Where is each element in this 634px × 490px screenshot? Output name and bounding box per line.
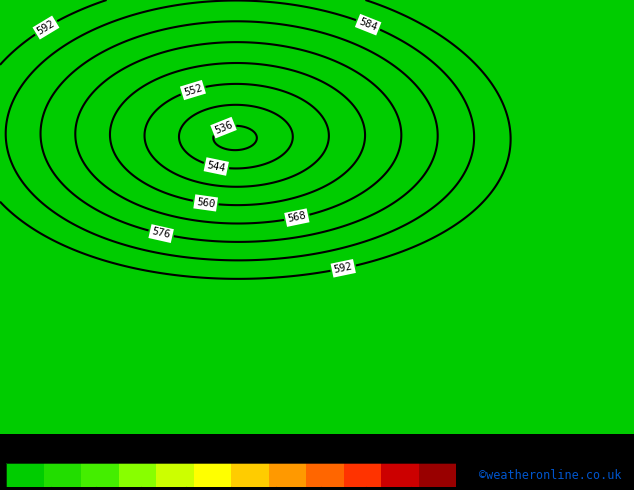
- FancyBboxPatch shape: [44, 463, 81, 487]
- FancyBboxPatch shape: [6, 463, 44, 487]
- FancyBboxPatch shape: [306, 463, 344, 487]
- Text: 552: 552: [183, 82, 204, 98]
- FancyBboxPatch shape: [0, 0, 634, 434]
- Text: 544: 544: [206, 160, 226, 173]
- FancyBboxPatch shape: [382, 463, 419, 487]
- Text: 576: 576: [151, 227, 171, 241]
- FancyBboxPatch shape: [119, 463, 157, 487]
- Text: 592: 592: [333, 262, 353, 275]
- FancyBboxPatch shape: [157, 463, 194, 487]
- Text: 568: 568: [287, 211, 307, 224]
- Text: 560: 560: [196, 196, 216, 209]
- FancyBboxPatch shape: [231, 463, 269, 487]
- FancyBboxPatch shape: [269, 463, 306, 487]
- FancyBboxPatch shape: [194, 463, 231, 487]
- FancyBboxPatch shape: [419, 463, 456, 487]
- Text: 592: 592: [36, 19, 56, 37]
- Text: 536: 536: [213, 120, 234, 136]
- Text: ©weatheronline.co.uk: ©weatheronline.co.uk: [479, 468, 621, 482]
- Text: 584: 584: [358, 17, 378, 33]
- FancyBboxPatch shape: [344, 463, 382, 487]
- Text: Height 500 hPa Spread mean+σ [gpdm] ECMWF   Fr 07-06-2024 00:00 UTC (18+06): Height 500 hPa Spread mean+σ [gpdm] ECMW…: [6, 437, 606, 449]
- FancyBboxPatch shape: [81, 463, 119, 487]
